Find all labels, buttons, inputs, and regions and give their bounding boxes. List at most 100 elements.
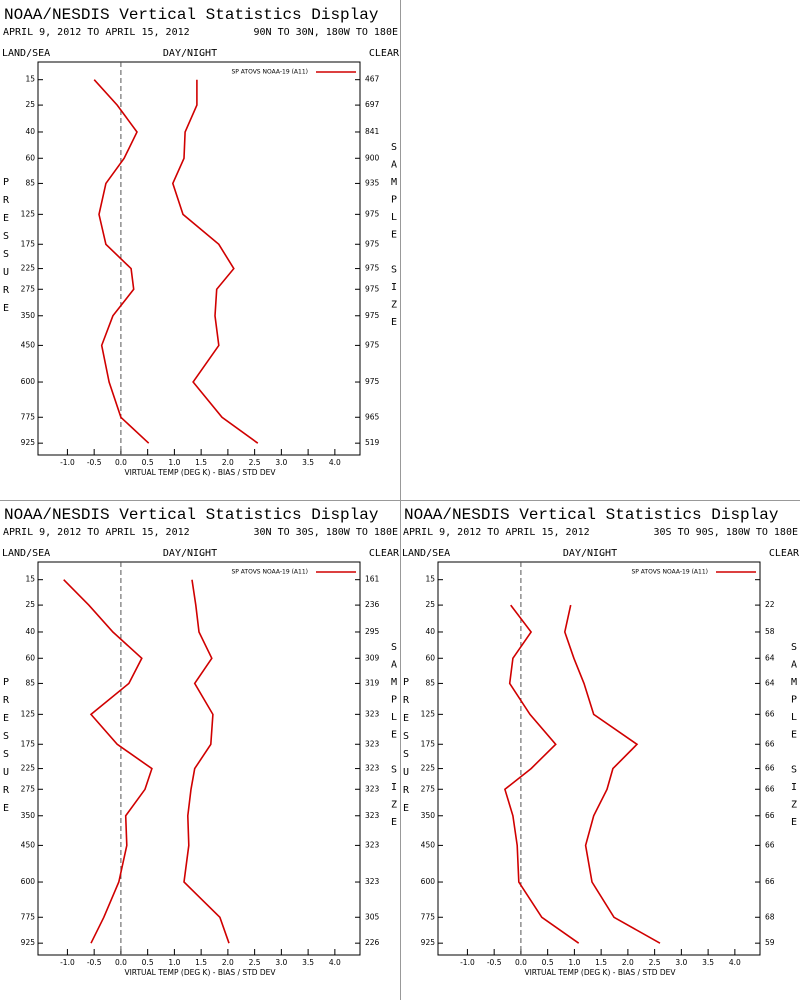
y-tick-label: 25 [425,600,435,609]
day-night-label: DAY/NIGHT [163,548,217,559]
panel-title: NOAA/NESDIS Vertical Statistics Display [4,506,379,524]
sample-size: 64 [765,678,775,687]
sample-size: 22 [765,600,775,609]
y-tick-label: 40 [25,627,35,636]
plot-frame [37,561,361,956]
x-tick-label: 0.5 [542,958,554,967]
y-tick-label: 15 [25,575,35,584]
sample-size: 66 [765,764,775,773]
sample-size: 975 [365,377,380,386]
x-tick-label: 1.0 [168,458,180,467]
sample-size: 319 [365,678,380,687]
sample-size: 323 [365,877,380,886]
y-tick-label: 600 [21,877,36,886]
sample-size: 66 [765,709,775,718]
x-tick-label: 0.0 [515,958,527,967]
y-tick-label: 450 [21,840,36,849]
sample-size: 66 [765,811,775,820]
land-sea-label: LAND/SEA [2,48,50,59]
y-tick-label: 60 [25,153,35,162]
sample-size: 975 [365,264,380,273]
x-axis-label: VIRTUAL TEMP (DEG K) - BIAS / STD DEV [524,968,676,977]
y-tick-label: 125 [21,709,36,718]
y-tick-label: 600 [21,377,36,386]
sample-size: 64 [765,653,775,662]
y-tick-label: 85 [25,178,35,187]
plot-frame [437,561,761,956]
profile-line [183,579,230,944]
x-tick-label: 0.0 [115,958,127,967]
panel-title: NOAA/NESDIS Vertical Statistics Display [404,506,779,524]
y-tick-label: 125 [421,709,436,718]
x-tick-label: 4.0 [329,458,341,467]
sample-size: 66 [765,739,775,748]
sample-size: 519 [365,438,380,447]
profile-line [503,604,580,944]
x-tick-label: 3.5 [302,958,314,967]
sample-size: 66 [765,877,775,886]
y-tick-label: 275 [421,784,436,793]
y-tick-label: 925 [21,938,36,947]
y-tick-label: 600 [421,877,436,886]
day-night-label: DAY/NIGHT [563,548,617,559]
y-tick-label: 350 [421,811,436,820]
sample-size: 309 [365,653,380,662]
y-tick-label: 225 [21,264,36,273]
x-tick-label: -0.5 [487,958,502,967]
sample-size: 841 [365,127,380,136]
profile-line [63,579,153,944]
sample-size: 236 [365,600,380,609]
y-tick-label: 925 [421,938,436,947]
sample-size: 323 [365,739,380,748]
y-tick-label: 225 [421,764,436,773]
y-tick-label: 275 [21,284,36,293]
x-tick-label: -0.5 [87,458,102,467]
y-tick-label: 175 [421,739,436,748]
sample-size: 323 [365,811,380,820]
x-tick-label: 2.0 [222,458,234,467]
y-tick-label: 775 [21,412,36,421]
sample-size: 59 [765,938,775,947]
legend-label: SP ATOVS NOAA-19 (A11) [231,69,308,76]
sample-size: 900 [365,153,380,162]
sample-size: 697 [365,100,380,109]
x-tick-label: 4.0 [329,958,341,967]
legend-label: SP ATOVS NOAA-19 (A11) [631,569,708,576]
y-tick-label: 25 [25,600,35,609]
date-range: APRIL 9, 2012 TO APRIL 15, 2012 [3,27,190,38]
legend-label: SP ATOVS NOAA-19 (A11) [231,569,308,576]
y-tick-label: 40 [425,627,435,636]
date-range: APRIL 9, 2012 TO APRIL 15, 2012 [3,527,190,538]
clear-label: CLEAR [369,48,400,59]
y-tick-label: 275 [21,784,36,793]
sample-size: 975 [365,340,380,349]
x-tick-label: 3.0 [675,958,687,967]
x-tick-label: 3.0 [275,458,287,467]
sample-size: 975 [365,239,380,248]
y-tick-label: 175 [21,739,36,748]
sample-size: 975 [365,284,380,293]
x-tick-label: 1.5 [595,958,607,967]
region: 30S TO 90S, 180W TO 180E [654,527,799,538]
sample-size: 323 [365,764,380,773]
sample-size: 467 [365,75,380,84]
region: 90N TO 30N, 180W TO 180E [254,27,399,38]
sample-size: 323 [365,709,380,718]
x-tick-label: 1.5 [195,958,207,967]
y-tick-label: 15 [25,75,35,84]
panel: NOAA/NESDIS Vertical Statistics Display A… [2,6,400,477]
x-tick-label: 1.0 [168,958,180,967]
y-tick-label: 60 [425,653,435,662]
sample-size: 323 [365,840,380,849]
y-tick-label: 350 [21,811,36,820]
sample-size: 66 [765,784,775,793]
y-tick-label: 225 [21,764,36,773]
clear-label: CLEAR [369,548,400,559]
x-tick-label: 2.0 [622,958,634,967]
y-tick-label: 85 [25,678,35,687]
region: 30N TO 30S, 180W TO 180E [254,527,399,538]
